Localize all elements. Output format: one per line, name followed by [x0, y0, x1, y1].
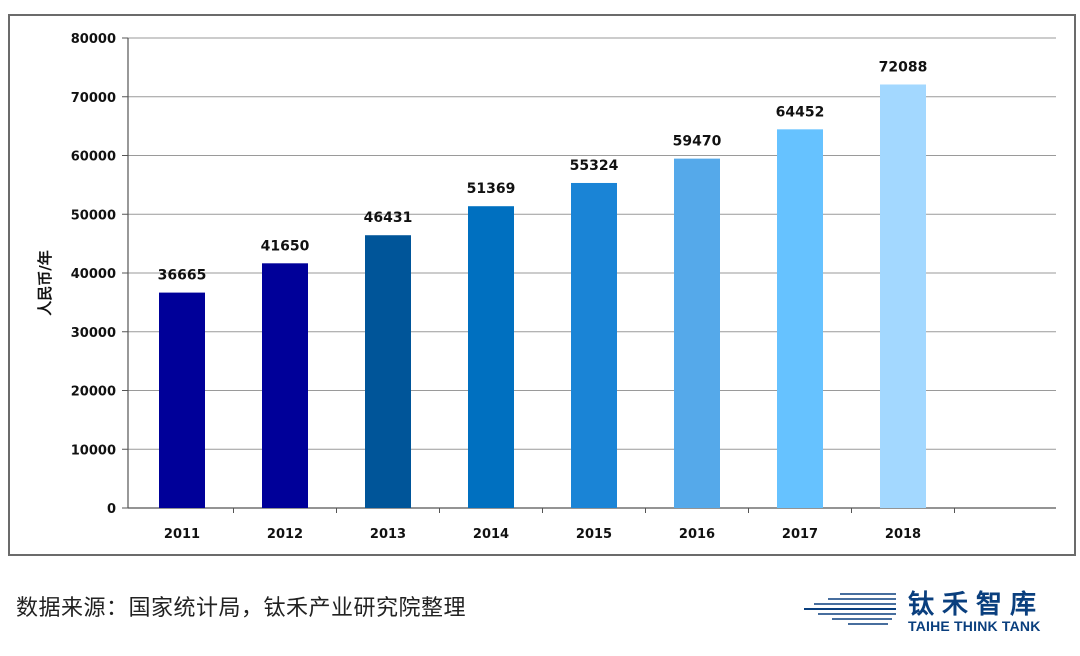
x-tick-label-2018: 2018: [885, 527, 921, 542]
brand-lines-icon: [804, 593, 896, 625]
bars: [159, 84, 926, 509]
data-label-2013: 46431: [364, 210, 413, 226]
x-tick-label-2014: 2014: [473, 527, 509, 542]
data-label-2015: 55324: [570, 158, 619, 174]
bar-2015: [571, 182, 617, 508]
bar-2016: [674, 158, 720, 508]
data-label-2012: 41650: [261, 238, 310, 254]
x-tick-label-2013: 2013: [370, 527, 406, 542]
y-axis-title: 人民币/年: [36, 250, 54, 315]
y-tick-label: 70000: [71, 91, 116, 106]
bar-2017: [777, 129, 823, 509]
x-tick-label-2012: 2012: [267, 527, 303, 542]
x-tick-labels: 2011 2012 2013 2014 2015 2016 2017 2018: [164, 527, 921, 542]
bar-chart: 0 10000 20000 30000 40000 50000 60000 70000 8000…: [36, 32, 1056, 542]
chart-frame: 0 10000 20000 30000 40000 50000 60000 70000 8000…: [8, 14, 1076, 556]
data-label-2016: 59470: [673, 134, 722, 150]
data-label-2018: 72088: [879, 59, 928, 75]
brand-name-en: TAIHE THINK TANK: [908, 618, 1041, 634]
y-tick-label: 20000: [71, 385, 116, 400]
y-tick-label: 80000: [71, 32, 116, 47]
data-label-2014: 51369: [467, 181, 516, 197]
y-tick-label: 50000: [71, 208, 116, 223]
x-tick-label-2017: 2017: [782, 527, 818, 542]
y-tick-label: 30000: [71, 326, 116, 341]
data-labels: 36665 41650 46431 51369 55324 59470 64452 72088: [158, 59, 928, 283]
x-tick-label-2011: 2011: [164, 527, 200, 542]
y-tick-label: 10000: [71, 443, 116, 458]
brand-logo: 钛禾智库 TAIHE THINK TANK: [800, 582, 1070, 642]
bar-2012: [262, 263, 308, 508]
data-label-2017: 64452: [776, 104, 825, 120]
x-tick-label-2015: 2015: [576, 527, 612, 542]
y-tick-label: 60000: [71, 150, 116, 165]
bar-2013: [365, 235, 411, 508]
bar-2014: [468, 206, 514, 508]
bar-2018: [880, 84, 926, 508]
source-note: 数据来源：国家统计局，钛禾产业研究院整理: [16, 596, 467, 621]
y-tick-labels: 0 10000 20000 30000 40000 50000 60000 70000 8000…: [71, 32, 116, 517]
brand-name-cn: 钛禾智库: [908, 590, 1045, 620]
data-label-2011: 36665: [158, 268, 207, 284]
y-tick-label: 40000: [71, 267, 116, 282]
x-tick-label-2016: 2016: [679, 527, 715, 542]
bar-2011: [159, 292, 205, 508]
y-tick-label: 0: [107, 502, 116, 517]
